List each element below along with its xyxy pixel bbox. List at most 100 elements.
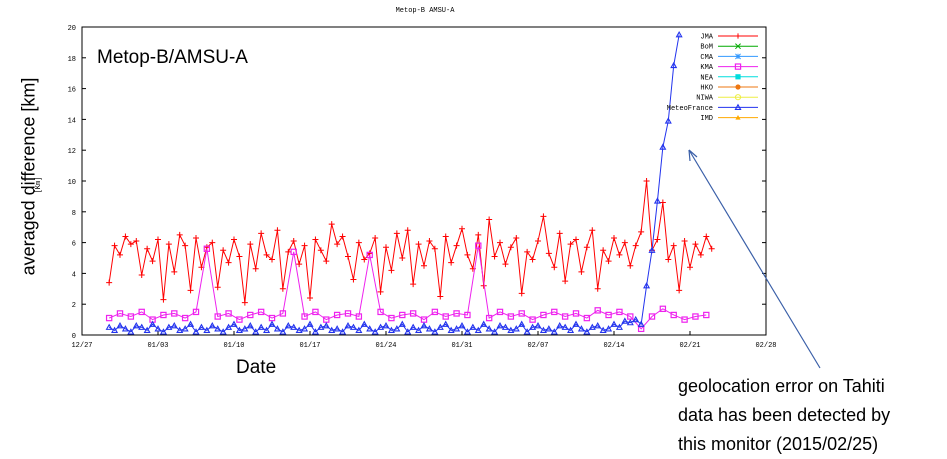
overlay-xlabel: Date: [236, 357, 277, 378]
data-point: [735, 74, 741, 80]
x-tick-label: 02/14: [603, 342, 624, 350]
legend-label: MeteoFrance: [667, 105, 713, 113]
data-point: [464, 311, 471, 319]
data-point: [583, 244, 590, 251]
data-point: [550, 328, 558, 335]
data-point: [556, 230, 563, 237]
x-tick-label: 01/17: [299, 342, 320, 350]
data-point: [187, 287, 194, 294]
data-point: [512, 325, 520, 332]
data-point: [735, 33, 741, 39]
data-point: [734, 94, 742, 101]
legend-item: NIWA: [696, 94, 758, 103]
data-point: [203, 245, 211, 252]
data-point: [529, 316, 536, 323]
legend-item: CMA: [700, 53, 758, 62]
y-tick-label: 6: [72, 241, 76, 249]
data-point: [524, 248, 531, 255]
data-point: [577, 325, 585, 332]
data-point: [594, 322, 602, 329]
data-point: [111, 242, 118, 249]
data-point: [258, 230, 265, 237]
legend-label: NIWA: [696, 95, 714, 103]
data-point: [317, 247, 324, 254]
data-point: [236, 253, 243, 260]
data-point: [393, 325, 401, 332]
data-point: [279, 285, 286, 292]
data-point: [692, 241, 699, 248]
data-point: [485, 314, 493, 322]
data-point: [225, 259, 232, 266]
data-point: [127, 313, 135, 320]
legend-label: IMD: [700, 115, 713, 123]
data-point: [132, 322, 140, 329]
legend-label: BoM: [700, 44, 713, 52]
data-point: [241, 325, 249, 332]
data-point: [448, 259, 455, 266]
data-point: [464, 251, 471, 258]
data-point: [627, 262, 634, 269]
data-point: [398, 320, 406, 327]
data-point: [735, 53, 741, 60]
data-point: [611, 234, 617, 241]
data-point: [659, 305, 667, 313]
data-point: [410, 281, 417, 288]
data-point: [463, 328, 471, 335]
data-point: [154, 325, 162, 332]
data-point: [583, 328, 591, 335]
data-point: [610, 320, 618, 327]
series-meteofrance: [105, 30, 683, 335]
data-point: [648, 313, 656, 320]
data-point: [670, 242, 677, 249]
data-point: [252, 265, 259, 272]
data-point: [235, 326, 243, 334]
data-point: [665, 256, 672, 263]
data-point: [708, 245, 715, 252]
data-point: [344, 322, 352, 329]
legend-label: KMA: [700, 64, 713, 72]
data-point: [507, 313, 515, 320]
data-point: [295, 326, 303, 334]
data-point: [399, 255, 406, 261]
data-point: [284, 322, 292, 329]
data-point: [307, 295, 313, 302]
data-point: [567, 326, 575, 334]
data-point: [138, 271, 145, 278]
data-point: [616, 251, 623, 258]
data-point: [231, 236, 237, 243]
data-point: [573, 236, 579, 243]
data-point: [551, 264, 558, 271]
data-point: [366, 325, 374, 332]
data-point: [116, 310, 124, 317]
data-point: [388, 314, 395, 322]
data-point: [605, 325, 613, 332]
data-point: [621, 317, 629, 324]
data-point: [257, 323, 265, 330]
data-point: [502, 261, 509, 268]
data-point: [703, 233, 710, 240]
data-point: [322, 322, 330, 329]
legend-item: BoM: [700, 43, 758, 52]
x-tick-label: 01/03: [147, 342, 168, 350]
data-point: [420, 322, 428, 329]
data-point: [246, 322, 254, 329]
data-point: [274, 227, 281, 234]
data-point: [350, 276, 357, 283]
data-point: [187, 320, 195, 327]
data-point: [431, 245, 438, 252]
data-point: [111, 326, 119, 334]
data-point: [431, 328, 439, 335]
data-point: [296, 261, 303, 268]
annotation-line-3: this monitor (2015/02/25): [678, 434, 879, 454]
data-point: [143, 326, 151, 334]
data-point: [670, 311, 677, 319]
data-point: [388, 267, 395, 274]
data-point: [117, 251, 123, 258]
data-point: [197, 323, 205, 330]
legend-item: IMD: [700, 115, 758, 123]
data-point: [393, 230, 400, 237]
data-point: [735, 84, 741, 90]
data-point: [181, 314, 189, 322]
data-point: [149, 258, 156, 265]
data-point: [594, 285, 601, 292]
